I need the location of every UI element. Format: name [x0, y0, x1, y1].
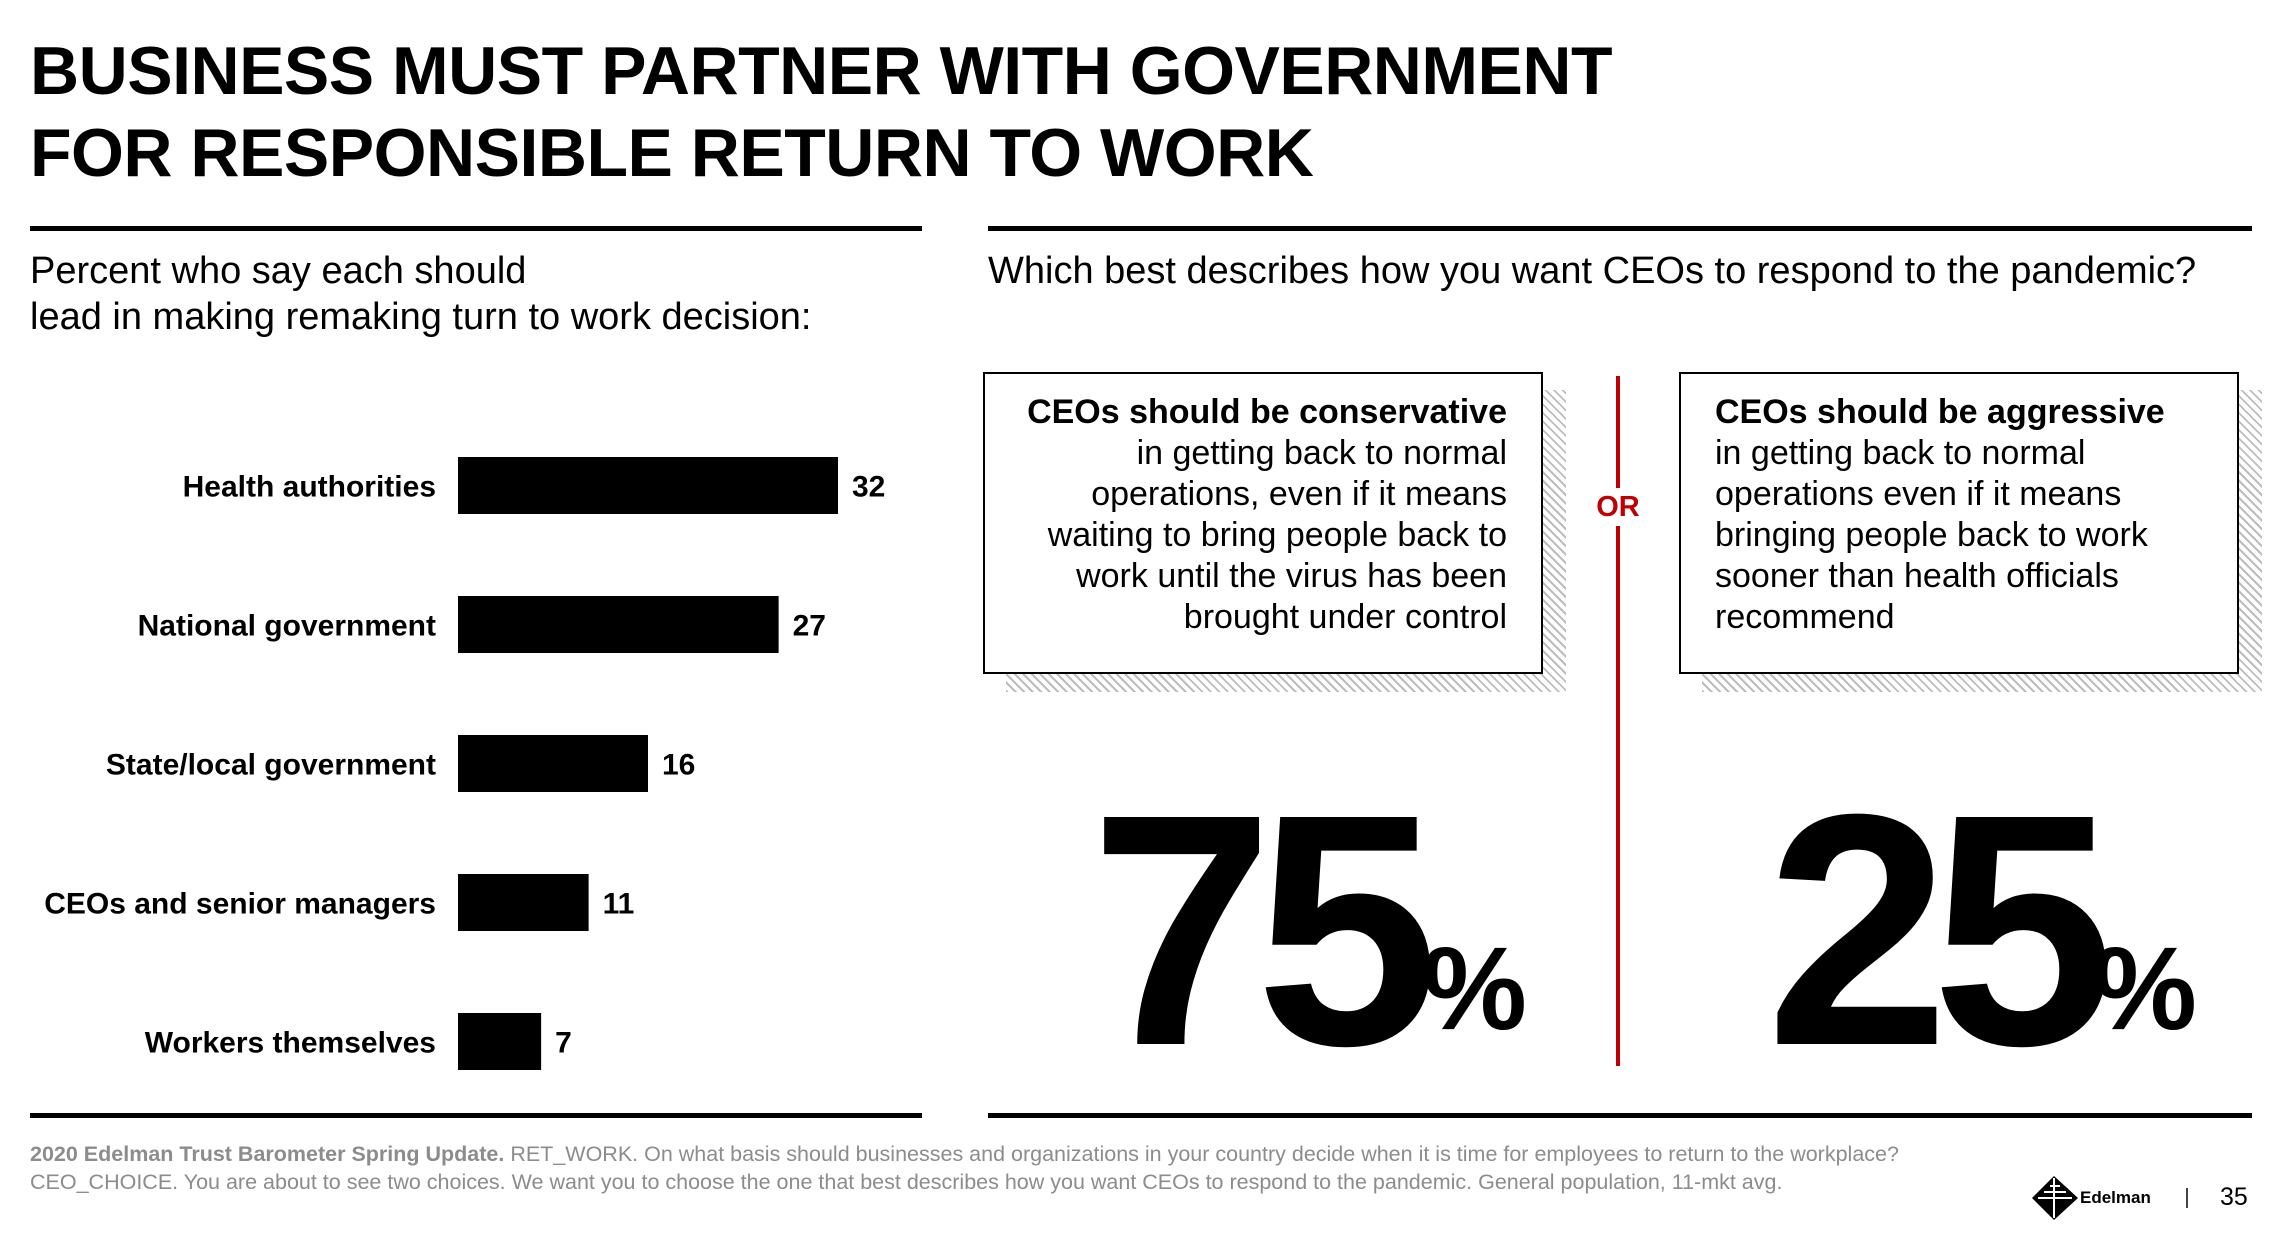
category-label: Workers themselves [145, 1027, 436, 1060]
bar [458, 596, 779, 653]
footer-separator [2186, 1188, 2188, 1208]
bar-chart: Health authorities 32 National government 2… [44, 457, 885, 1070]
conservative-choice-heading: CEOs should be conservative [1027, 393, 1507, 431]
right-question: Which best describes how you want CEOs t… [988, 250, 2197, 292]
aggressive-percent-sign: % [2092, 923, 2197, 1055]
footnote-text: RET_WORK. On what basis should businesse… [30, 1142, 1899, 1194]
right-bottom-rule [988, 1113, 2252, 1118]
bar [458, 1013, 542, 1070]
bar [458, 735, 648, 792]
left-subtitle-line-1: Percent who say each should [30, 250, 527, 292]
category-label: CEOs and senior managers [44, 888, 436, 921]
title-line-2: FOR RESPONSIBLE RETURN TO WORK [30, 115, 1314, 191]
aggressive-percent-value: 25 [1766, 745, 2115, 1114]
or-divider-line [1616, 376, 1620, 1066]
category-label: National government [138, 610, 436, 643]
conservative-percent-value: 75 [1090, 745, 1439, 1114]
value-label: 27 [793, 610, 826, 643]
aggressive-choice-text: in getting back to normal operations eve… [1715, 434, 2148, 636]
value-label: 16 [662, 749, 695, 782]
category-label: State/local government [106, 749, 436, 782]
page-number: 35 [2220, 1183, 2248, 1211]
conservative-choice-text: in getting back to normal operations, ev… [1047, 434, 1507, 636]
value-label: 32 [852, 471, 885, 504]
bar [458, 874, 589, 931]
brand-name: Edelman [2080, 1188, 2151, 1207]
bar [458, 457, 838, 514]
footnote-bold: 2020 Edelman Trust Barometer Spring Upda… [30, 1142, 505, 1166]
or-label: OR [1590, 488, 1646, 526]
source-footnote: 2020 Edelman Trust Barometer Spring Upda… [30, 1140, 1950, 1196]
left-subtitle: Percent who say each should lead in maki… [30, 248, 930, 340]
aggressive-choice-box: CEOs should be aggressive in getting bac… [1679, 372, 2239, 674]
left-subtitle-line-2: lead in making remaking turn to work dec… [30, 296, 812, 338]
left-top-rule [30, 226, 922, 231]
right-top-rule [988, 226, 2252, 231]
left-bottom-rule [30, 1113, 922, 1118]
conservative-percent-sign: % [1422, 923, 1527, 1055]
title-line-1: BUSINESS MUST PARTNER WITH GOVERNMENT [30, 33, 1613, 109]
category-label: Health authorities [183, 471, 436, 504]
conservative-choice-box: CEOs should be conservative in getting b… [983, 372, 1543, 674]
edelman-logo-icon [2032, 1176, 2078, 1220]
aggressive-choice-heading: CEOs should be aggressive [1715, 393, 2165, 431]
value-label: 11 [603, 888, 635, 921]
page-title: BUSINESS MUST PARTNER WITH GOVERNMENT FO… [30, 30, 1730, 194]
value-label: 7 [555, 1027, 572, 1060]
